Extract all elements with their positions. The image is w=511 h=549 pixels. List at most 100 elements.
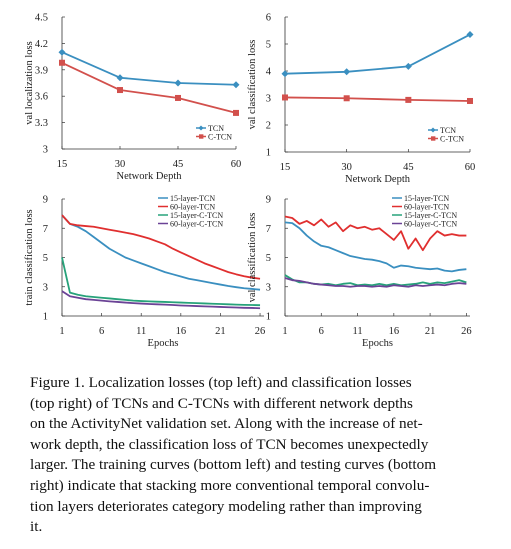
x-tick-label: 1 bbox=[59, 326, 64, 337]
x-axis-label: Epochs bbox=[148, 338, 179, 349]
x-axis-label: Network Depth bbox=[116, 171, 182, 182]
legend-label: 60-layer-C-TCN bbox=[170, 220, 223, 229]
legend-marker bbox=[430, 127, 436, 133]
y-tick-label: 1 bbox=[266, 312, 271, 323]
y-tick-label: 3.6 bbox=[35, 92, 48, 103]
x-axis-label: Network Depth bbox=[345, 174, 411, 185]
caption-line: larger. The training curves (bottom left… bbox=[30, 456, 437, 474]
series-line bbox=[61, 61, 237, 114]
caption-line: tion layers deteriorates category modeli… bbox=[30, 497, 422, 515]
y-tick-label: 1 bbox=[266, 148, 271, 159]
x-tick-label: 11 bbox=[136, 326, 146, 337]
series-line bbox=[61, 214, 261, 280]
y-tick-label: 9 bbox=[266, 195, 271, 206]
data-point-marker bbox=[174, 79, 182, 87]
data-point-marker bbox=[117, 87, 123, 94]
x-tick-label: 26 bbox=[255, 326, 266, 337]
y-tick-label: 1 bbox=[43, 312, 48, 323]
y-axis-label: val classification loss bbox=[247, 40, 258, 130]
caption-line: it. bbox=[30, 518, 43, 536]
legend-label: TCN bbox=[440, 126, 456, 135]
series-line bbox=[61, 257, 261, 307]
x-tick-label: 30 bbox=[341, 162, 352, 173]
caption-line: work depth, the classification loss of T… bbox=[30, 435, 429, 453]
legend-label: 15-layer-C-TCN bbox=[404, 211, 457, 220]
y-axis-label: val classification loss bbox=[247, 213, 258, 303]
y-tick-label: 4.2 bbox=[35, 39, 48, 50]
figure-caption: Figure 1. Localization losses (top left)… bbox=[30, 373, 482, 538]
series-line bbox=[61, 214, 261, 291]
legend-label: 60-layer-TCN bbox=[170, 203, 215, 212]
legend-label: C-TCN bbox=[440, 135, 464, 144]
y-tick-label: 3 bbox=[266, 282, 271, 293]
legend-marker bbox=[198, 125, 204, 131]
legend-label: 60-layer-C-TCN bbox=[404, 220, 457, 229]
y-tick-label: 5 bbox=[266, 40, 271, 51]
y-tick-label: 9 bbox=[43, 195, 48, 206]
y-tick-label: 3.3 bbox=[35, 118, 48, 129]
y-tick-label: 7 bbox=[266, 224, 271, 235]
y-tick-label: 4.5 bbox=[35, 13, 48, 24]
chart-legend: 15-layer-TCN60-layer-TCN15-layer-C-TCN60… bbox=[392, 194, 457, 229]
x-tick-label: 26 bbox=[461, 326, 472, 337]
y-tick-label: 5 bbox=[266, 253, 271, 264]
data-point-marker bbox=[404, 62, 412, 70]
x-tick-label: 6 bbox=[99, 326, 104, 337]
x-tick-label: 21 bbox=[215, 326, 226, 337]
x-tick-label: 1 bbox=[282, 326, 287, 337]
y-tick-label: 2 bbox=[266, 121, 271, 132]
data-point-marker bbox=[58, 48, 66, 56]
data-point-marker bbox=[282, 94, 288, 101]
x-tick-label: 60 bbox=[465, 162, 476, 173]
y-tick-label: 3.9 bbox=[35, 65, 48, 76]
chart-legend: 15-layer-TCN60-layer-TCN15-layer-C-TCN60… bbox=[158, 194, 223, 229]
data-point-marker bbox=[233, 109, 239, 116]
caption-line: on the ActivityNet validation set. Along… bbox=[30, 415, 423, 433]
legend-label: TCN bbox=[208, 124, 224, 133]
x-tick-label: 16 bbox=[389, 326, 400, 337]
y-tick-label: 3 bbox=[266, 94, 271, 105]
data-point-marker bbox=[405, 96, 412, 103]
series-line bbox=[284, 277, 467, 288]
y-tick-label: 6 bbox=[266, 13, 271, 24]
legend-marker bbox=[199, 134, 204, 139]
series-line bbox=[284, 215, 467, 252]
series-line bbox=[61, 290, 261, 310]
caption-line: (top right) of TCNs and C-TCNs with diff… bbox=[30, 394, 413, 412]
y-tick-label: 5 bbox=[43, 253, 48, 264]
data-point-marker bbox=[59, 59, 65, 66]
series-line bbox=[284, 96, 471, 102]
data-point-marker bbox=[232, 81, 240, 89]
x-tick-label: 16 bbox=[176, 326, 187, 337]
x-axis-label: Epochs bbox=[362, 338, 393, 349]
y-tick-label: 3 bbox=[43, 145, 48, 156]
series-line bbox=[61, 51, 237, 86]
x-tick-label: 45 bbox=[173, 159, 184, 170]
legend-marker bbox=[431, 136, 436, 141]
y-tick-label: 4 bbox=[266, 67, 272, 78]
y-tick-label: 3 bbox=[43, 282, 48, 293]
x-tick-label: 15 bbox=[280, 162, 291, 173]
caption-line: Figure 1. Localization losses (top left)… bbox=[30, 374, 412, 391]
data-point-marker bbox=[467, 97, 473, 104]
data-point-marker bbox=[281, 70, 289, 78]
chart-panel-1: 3 3.3 3.6 3.9 4.2 4.5 15 30 45 60 Network Depth val… bbox=[24, 13, 241, 183]
x-tick-label: 15 bbox=[57, 159, 68, 170]
data-point-marker bbox=[466, 31, 474, 39]
series-line bbox=[284, 221, 467, 273]
caption-line: right) indicate that stacking more conve… bbox=[30, 476, 430, 494]
data-point-marker bbox=[343, 95, 350, 102]
y-axis-label: val localization loss bbox=[24, 41, 35, 124]
data-point-marker bbox=[116, 74, 124, 82]
data-point-marker bbox=[175, 94, 181, 101]
legend-label: 15-layer-TCN bbox=[404, 194, 449, 203]
data-point-marker bbox=[343, 68, 351, 76]
series-line bbox=[284, 33, 471, 75]
x-tick-label: 45 bbox=[403, 162, 414, 173]
legend-label: C-TCN bbox=[208, 133, 232, 142]
